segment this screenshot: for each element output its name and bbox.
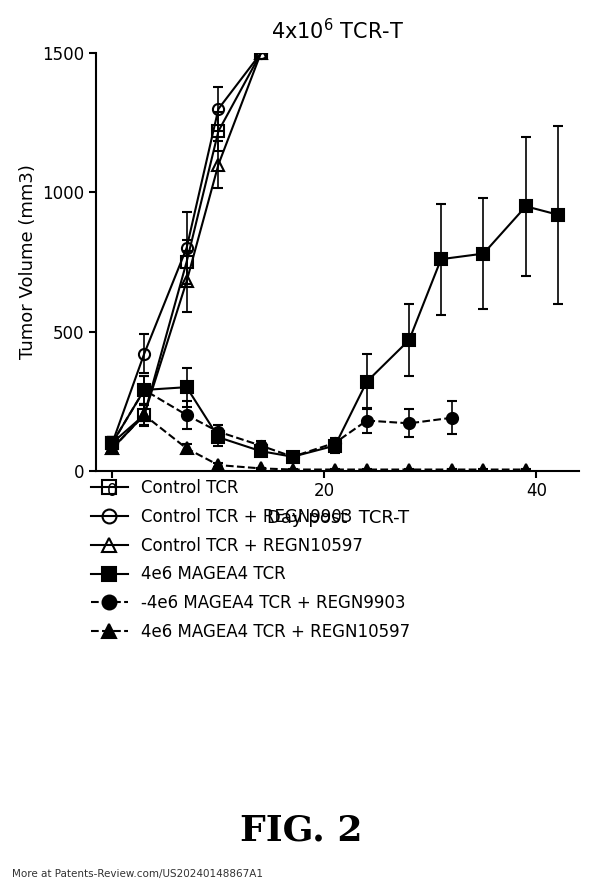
Text: FIG. 2: FIG. 2 xyxy=(240,813,363,847)
Title: 4x10$^6$ TCR-T: 4x10$^6$ TCR-T xyxy=(271,18,404,44)
Legend: Control TCR, Control TCR + REGN9903, Control TCR + REGN10597, 4e6 MAGEA4 TCR, -4: Control TCR, Control TCR + REGN9903, Con… xyxy=(91,479,410,641)
Text: More at Patents-Review.com/US20240148867A1: More at Patents-Review.com/US20240148867… xyxy=(12,869,263,879)
X-axis label: Day post  TCR-T: Day post TCR-T xyxy=(267,509,409,527)
Y-axis label: Tumor Volume (mm3): Tumor Volume (mm3) xyxy=(19,164,37,360)
